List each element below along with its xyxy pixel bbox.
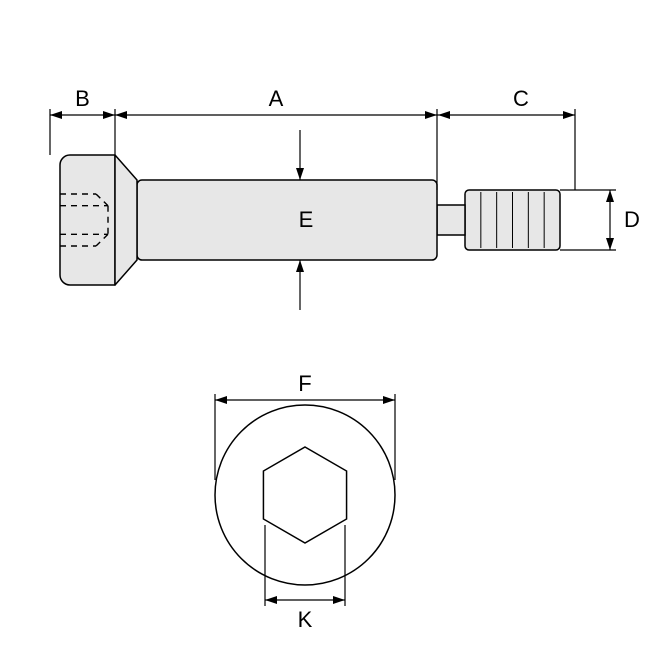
label-d: D [624,207,640,233]
label-a: A [269,86,284,112]
label-c: C [513,86,529,112]
label-e: E [299,207,314,233]
label-f: F [298,371,311,397]
label-b: B [75,86,90,112]
label-k: K [298,607,313,633]
